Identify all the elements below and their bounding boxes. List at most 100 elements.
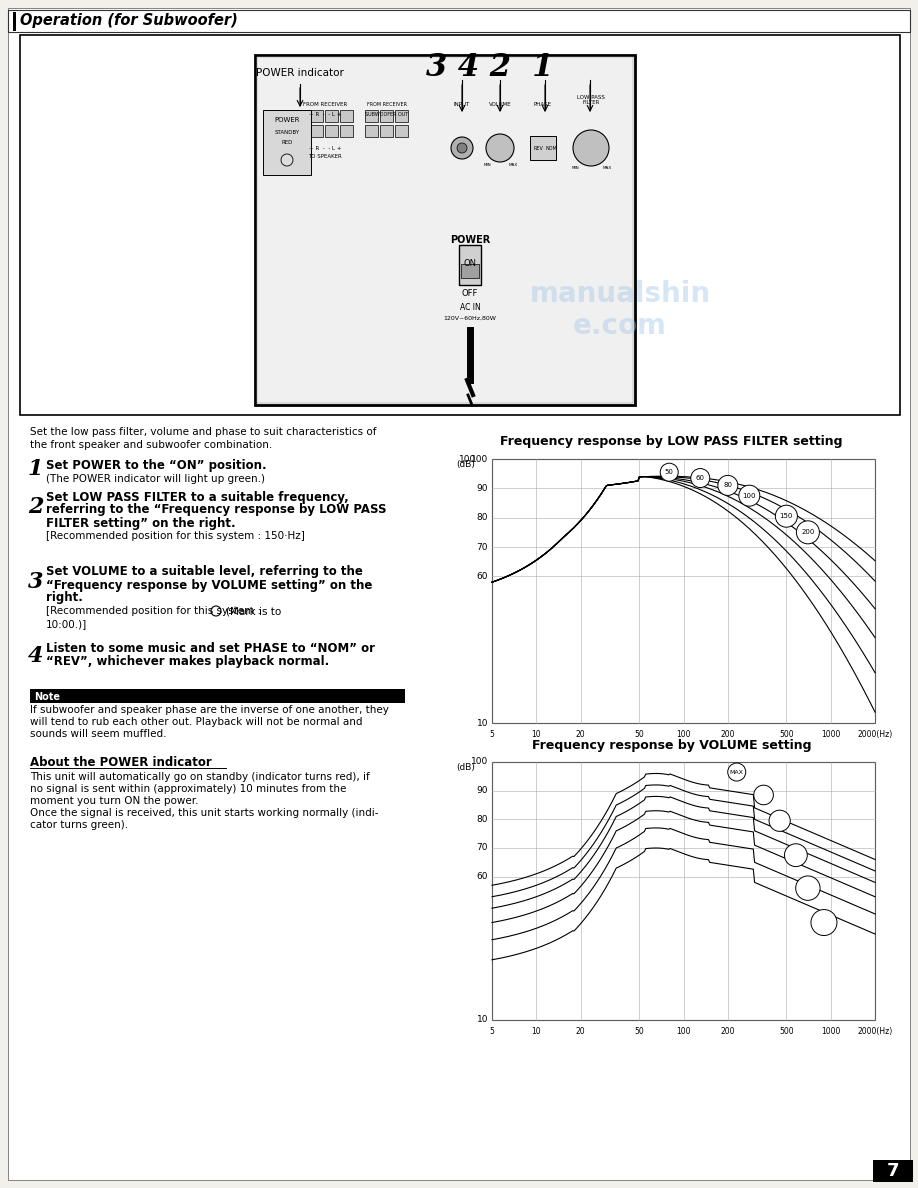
Text: If subwoofer and speaker phase are the inverse of one another, they: If subwoofer and speaker phase are the i… — [30, 704, 389, 715]
Text: 20: 20 — [576, 1026, 586, 1036]
Text: (dB): (dB) — [456, 763, 476, 772]
Text: (dB): (dB) — [456, 461, 476, 469]
Bar — [8, 10, 910, 32]
Text: 120V~60Hz,80W: 120V~60Hz,80W — [443, 316, 497, 321]
Text: 200: 200 — [721, 729, 735, 739]
Text: Operation (for Subwoofer): Operation (for Subwoofer) — [20, 13, 238, 29]
Text: right.: right. — [46, 592, 83, 605]
Text: This unit will automatically go on standby (indicator turns red), if: This unit will automatically go on stand… — [30, 772, 370, 782]
Bar — [380, 125, 393, 137]
Text: 60: 60 — [476, 872, 488, 881]
Text: + R  -  - L +: + R - - L + — [308, 113, 341, 118]
Text: 1000: 1000 — [821, 1026, 840, 1036]
Text: 100: 100 — [743, 493, 756, 499]
Text: 100: 100 — [471, 758, 488, 766]
Text: MAX: MAX — [602, 166, 611, 170]
Circle shape — [281, 154, 293, 166]
Bar — [325, 125, 338, 137]
Text: SUBWOOFER OUT: SUBWOOFER OUT — [365, 113, 409, 118]
Bar — [530, 135, 556, 160]
Text: FROM RECEIVER: FROM RECEIVER — [303, 102, 347, 107]
Text: the front speaker and subwoofer combination.: the front speaker and subwoofer combinat… — [30, 440, 273, 450]
Text: Once the signal is received, this unit starts working normally (indi-: Once the signal is received, this unit s… — [30, 808, 378, 819]
Text: 4: 4 — [28, 645, 43, 666]
Circle shape — [451, 137, 473, 159]
Text: About the POWER indicator: About the POWER indicator — [30, 756, 212, 769]
Text: REV: REV — [533, 145, 543, 151]
Bar — [365, 110, 378, 122]
Text: 3 4 2  1: 3 4 2 1 — [426, 52, 554, 83]
Text: 150: 150 — [779, 513, 793, 519]
Text: OFF: OFF — [462, 289, 478, 297]
Text: STANDBY: STANDBY — [274, 131, 299, 135]
Bar — [492, 459, 875, 723]
Text: + R  -  - L +: + R - - L + — [308, 145, 341, 151]
Bar — [340, 110, 353, 122]
Bar — [13, 12, 16, 31]
Text: FROM RECEIVER: FROM RECEIVER — [367, 102, 407, 107]
Text: 80: 80 — [476, 513, 488, 523]
Text: 2: 2 — [28, 497, 43, 518]
Text: 70: 70 — [476, 843, 488, 853]
Text: cator turns green).: cator turns green). — [30, 820, 129, 830]
Text: manualshin
e.com: manualshin e.com — [530, 280, 711, 340]
Text: moment you turn ON the power.: moment you turn ON the power. — [30, 796, 198, 805]
Text: INPUT: INPUT — [453, 102, 470, 107]
Text: 60: 60 — [696, 475, 705, 481]
Text: 60: 60 — [476, 571, 488, 581]
Bar — [30, 689, 405, 703]
Text: 200: 200 — [721, 1026, 735, 1036]
Text: 10: 10 — [476, 719, 488, 727]
Text: TO SPEAKER: TO SPEAKER — [308, 154, 341, 159]
Bar — [459, 245, 481, 285]
Text: 50: 50 — [634, 1026, 644, 1036]
Text: LOW PASS
FILTER: LOW PASS FILTER — [577, 95, 605, 106]
Bar — [873, 1159, 913, 1182]
Text: 500: 500 — [779, 729, 794, 739]
Text: Set POWER to the “ON” position.: Set POWER to the “ON” position. — [46, 460, 266, 473]
Text: ON: ON — [464, 259, 476, 268]
Circle shape — [754, 785, 773, 804]
Circle shape — [811, 910, 837, 935]
Circle shape — [797, 520, 820, 544]
Circle shape — [739, 485, 760, 506]
Text: 100: 100 — [677, 1026, 690, 1036]
Text: 80: 80 — [476, 815, 488, 823]
Text: 10: 10 — [532, 1026, 541, 1036]
Circle shape — [785, 843, 807, 866]
Bar — [295, 110, 308, 122]
Circle shape — [769, 810, 790, 832]
Text: [Recommended position for this system :: [Recommended position for this system : — [46, 606, 261, 617]
Bar — [20, 34, 900, 415]
Bar — [340, 125, 353, 137]
Text: MIN: MIN — [483, 163, 491, 168]
Text: sounds will seem muffled.: sounds will seem muffled. — [30, 729, 166, 739]
Circle shape — [776, 505, 798, 527]
Bar — [310, 125, 323, 137]
Text: 7: 7 — [887, 1162, 900, 1180]
Text: 3: 3 — [28, 571, 43, 593]
Bar — [395, 125, 408, 137]
Text: 10: 10 — [532, 729, 541, 739]
Text: 2000(Hz): 2000(Hz) — [857, 729, 892, 739]
Text: POWER indicator: POWER indicator — [256, 68, 344, 78]
Text: MIN: MIN — [571, 166, 579, 170]
Bar — [325, 110, 338, 122]
Text: 90: 90 — [476, 786, 488, 795]
Bar — [380, 110, 393, 122]
Text: (Mark is to: (Mark is to — [226, 606, 281, 617]
Text: Set LOW PASS FILTER to a suitable frequency,: Set LOW PASS FILTER to a suitable freque… — [46, 491, 349, 504]
Bar — [395, 110, 408, 122]
Text: Set VOLUME to a suitable level, referring to the: Set VOLUME to a suitable level, referrin… — [46, 565, 363, 579]
Text: POWER: POWER — [450, 235, 490, 245]
Text: 50: 50 — [665, 469, 674, 475]
Text: Note: Note — [34, 691, 60, 702]
Text: 10:00.)]: 10:00.)] — [46, 619, 87, 628]
Text: AC IN: AC IN — [460, 303, 480, 312]
Bar — [255, 55, 635, 405]
Text: Frequency response by VOLUME setting: Frequency response by VOLUME setting — [532, 739, 812, 752]
Bar — [295, 125, 308, 137]
Text: 50: 50 — [634, 729, 644, 739]
Text: Set the low pass filter, volume and phase to suit characteristics of: Set the low pass filter, volume and phas… — [30, 426, 376, 437]
Text: 80: 80 — [723, 482, 733, 488]
